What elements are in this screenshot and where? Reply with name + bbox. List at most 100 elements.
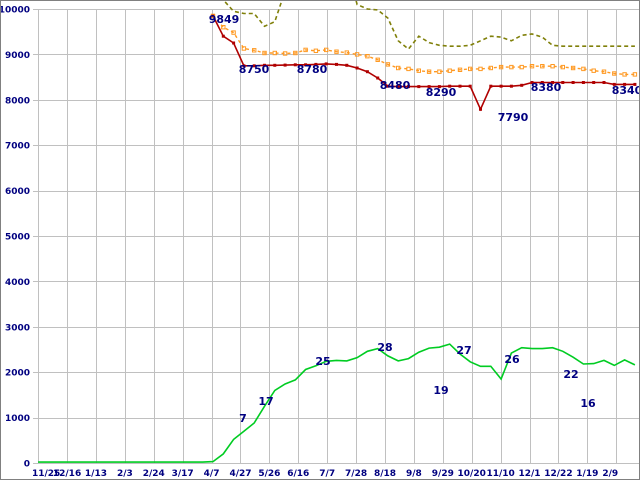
data-label: 9849 bbox=[209, 13, 240, 26]
series-marker-price-red bbox=[509, 84, 513, 88]
data-label: 25 bbox=[315, 355, 330, 368]
series-marker-upper-orange bbox=[529, 64, 535, 69]
data-label: 8780 bbox=[297, 63, 328, 76]
series-marker-price-red bbox=[561, 81, 565, 84]
series-marker-price-red bbox=[479, 107, 482, 111]
series-line-high-olive bbox=[223, 1, 635, 51]
series-marker-price-red bbox=[551, 81, 555, 84]
series-marker-price-red bbox=[458, 84, 462, 88]
series-volume-green bbox=[38, 343, 636, 463]
data-label: 16 bbox=[580, 397, 596, 410]
data-label: 27 bbox=[456, 344, 471, 357]
data-label: 17 bbox=[258, 395, 273, 408]
x-axis-tick-label: 5/26 bbox=[258, 469, 280, 479]
data-label: 8480 bbox=[380, 79, 411, 92]
series-marker-price-red bbox=[365, 70, 369, 74]
series-marker-upper-orange bbox=[303, 47, 308, 53]
y-axis-tick-label: 4000 bbox=[5, 278, 30, 288]
series-marker-price-red bbox=[355, 66, 359, 70]
series-marker-price-red bbox=[396, 85, 400, 89]
series-line-price-red bbox=[212, 15, 635, 112]
series-marker-upper-orange bbox=[632, 72, 638, 77]
series-marker-upper-orange bbox=[210, 13, 216, 19]
series-marker-upper-orange bbox=[344, 50, 350, 55]
series-marker-upper-orange bbox=[437, 69, 442, 74]
series-upper-orange bbox=[210, 13, 638, 77]
data-label: 28 bbox=[377, 341, 392, 354]
series-marker-upper-orange bbox=[262, 50, 267, 56]
series-marker-upper-orange bbox=[581, 66, 586, 72]
series-marker-upper-orange bbox=[252, 48, 257, 53]
series-marker-price-red bbox=[263, 63, 266, 67]
series-marker-price-red bbox=[468, 84, 472, 88]
series-marker-upper-orange bbox=[447, 68, 452, 73]
series-marker-price-red bbox=[581, 81, 585, 84]
series-marker-price-red bbox=[407, 85, 410, 89]
x-axis-tick-label: 12/22 bbox=[544, 469, 572, 479]
series-marker-upper-orange bbox=[375, 57, 380, 62]
series-marker-upper-orange bbox=[231, 30, 236, 35]
series-marker-price-red bbox=[273, 63, 277, 67]
series-marker-upper-orange bbox=[601, 69, 607, 74]
series-marker-price-red bbox=[623, 82, 627, 86]
series-marker-price-red bbox=[252, 64, 256, 68]
series-marker-upper-orange bbox=[406, 66, 411, 72]
series-marker-upper-orange bbox=[570, 65, 576, 71]
grid-layer bbox=[33, 9, 639, 464]
series-layer bbox=[38, 1, 638, 463]
series-marker-upper-orange bbox=[498, 64, 504, 70]
x-axis-tick-label: 4/7 bbox=[204, 469, 220, 479]
data-label: 8380 bbox=[531, 81, 562, 94]
series-marker-upper-orange bbox=[293, 50, 298, 56]
series-marker-price-red bbox=[386, 84, 390, 88]
series-marker-upper-orange bbox=[396, 65, 401, 71]
series-marker-price-red bbox=[540, 81, 544, 84]
data-label: 19 bbox=[433, 384, 448, 397]
series-marker-upper-orange bbox=[478, 66, 483, 72]
series-marker-price-red bbox=[335, 62, 338, 66]
series-marker-price-red bbox=[437, 85, 441, 89]
series-marker-price-red bbox=[448, 84, 452, 88]
x-axis-tick-label: 1/13 bbox=[85, 469, 107, 479]
series-marker-price-red bbox=[293, 63, 297, 67]
data-label: 7 bbox=[239, 412, 247, 425]
series-marker-price-red bbox=[314, 62, 318, 66]
series-price-red bbox=[211, 14, 637, 112]
data-label: 7790 bbox=[498, 111, 529, 124]
x-axis-tick-label: 6/16 bbox=[287, 469, 309, 479]
series-marker-upper-orange bbox=[468, 66, 473, 72]
series-marker-price-red bbox=[592, 81, 596, 84]
series-marker-upper-orange bbox=[457, 67, 463, 72]
data-label: 8290 bbox=[426, 86, 457, 99]
x-axis-tick-label: 11/10 bbox=[486, 469, 514, 479]
x-axis-tick-label: 4/27 bbox=[229, 469, 251, 479]
series-marker-price-red bbox=[232, 41, 236, 45]
series-marker-upper-orange bbox=[416, 68, 422, 73]
y-axis-ticks: 0 1000 2000 3000 4000 5000 6000 7000 8000 9000 100… bbox=[1, 6, 30, 470]
series-marker-price-red bbox=[612, 82, 616, 86]
series-marker-price-red bbox=[304, 63, 308, 67]
y-axis-tick-label: 5000 bbox=[5, 233, 30, 243]
series-marker-upper-orange bbox=[560, 64, 565, 70]
series-high-olive bbox=[223, 1, 635, 51]
series-marker-price-red bbox=[427, 85, 431, 89]
series-marker-price-red bbox=[324, 62, 328, 66]
series-marker-upper-orange bbox=[354, 52, 360, 57]
x-axis-tick-label: 7/7 bbox=[319, 469, 335, 479]
series-marker-upper-orange bbox=[488, 65, 494, 71]
series-marker-price-red bbox=[489, 84, 493, 88]
series-marker-price-red bbox=[376, 76, 380, 80]
series-marker-price-red bbox=[283, 63, 287, 67]
series-marker-price-red bbox=[633, 82, 637, 86]
data-label: 22 bbox=[563, 368, 578, 381]
x-axis-tick-label: 10/20 bbox=[458, 469, 486, 479]
x-axis-tick-label: 7/28 bbox=[345, 469, 367, 479]
series-line-volume-green bbox=[38, 343, 636, 463]
series-marker-upper-orange bbox=[272, 50, 278, 56]
series-marker-upper-orange bbox=[509, 64, 514, 70]
data-label: 8340 bbox=[612, 84, 640, 97]
x-axis-tick-label: 12/16 bbox=[53, 469, 81, 479]
series-marker-upper-orange bbox=[334, 49, 339, 54]
